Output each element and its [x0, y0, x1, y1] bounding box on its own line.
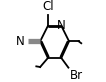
Text: Cl: Cl — [42, 0, 54, 13]
Text: N: N — [16, 35, 25, 48]
Text: Br: Br — [70, 69, 83, 82]
Text: N: N — [57, 19, 66, 32]
